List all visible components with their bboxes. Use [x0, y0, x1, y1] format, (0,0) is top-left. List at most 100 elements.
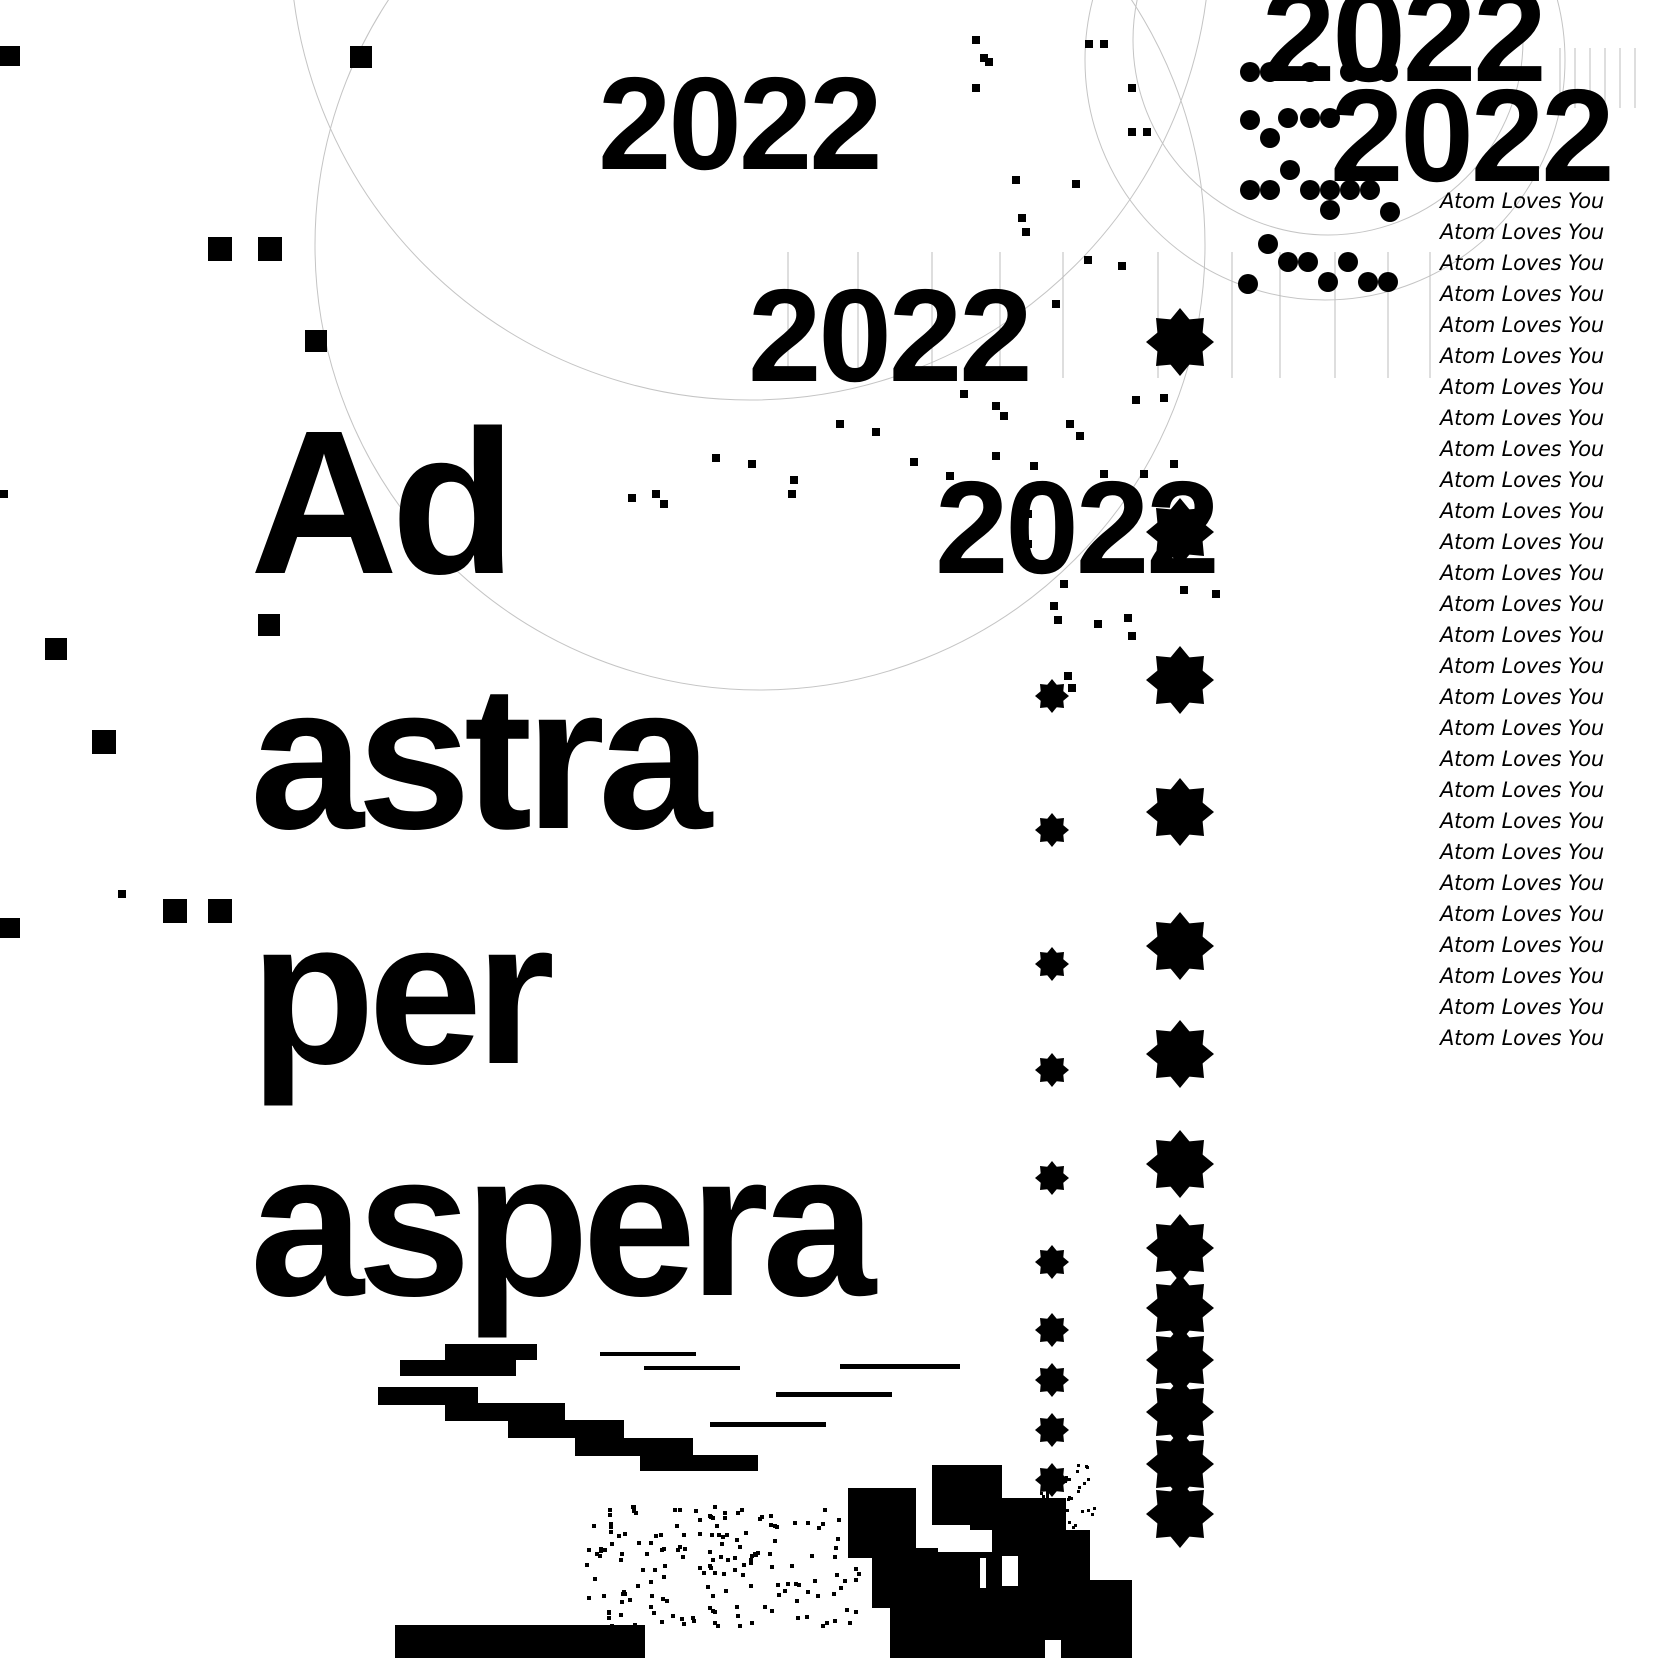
speckle-dot: [776, 1583, 780, 1587]
repeated-phrase-line: Atom Loves You: [1440, 592, 1604, 616]
pixel-block: [600, 1352, 696, 1356]
gear-icon: [1039, 817, 1065, 843]
gear-icon: [1039, 1317, 1065, 1343]
speckle-dot: [661, 1597, 665, 1601]
speckle-dot: [592, 1524, 596, 1528]
speckle-dot: [741, 1573, 745, 1577]
dot-icon: [1260, 62, 1280, 82]
speckle-dot: [659, 1533, 663, 1537]
speckle-dot: [763, 1605, 767, 1609]
pixel-block-cutout: [1045, 1640, 1061, 1658]
pixel-block: [920, 1612, 980, 1658]
speckle-dot: [854, 1610, 858, 1614]
speckle-dot: [585, 1563, 589, 1567]
pixel-square-icon: [1180, 586, 1188, 594]
speckle-dot: [805, 1615, 809, 1619]
pixel-block: [644, 1366, 740, 1370]
speckle-dot: [654, 1534, 658, 1538]
dot-icon: [1280, 160, 1300, 180]
speckle-dot: [676, 1548, 680, 1552]
dot-icon: [1320, 108, 1340, 128]
pixel-square-icon: [208, 237, 232, 261]
year-label-5: 2022: [1330, 62, 1615, 209]
headline-word-ad: Ad: [250, 388, 516, 617]
speckle-dot: [736, 1511, 740, 1515]
speckle-dot: [750, 1621, 754, 1625]
speckle-dot: [691, 1616, 695, 1620]
speckle-dot: [1041, 1515, 1044, 1518]
speckle-dot: [715, 1524, 719, 1528]
speckle-dot: [722, 1572, 726, 1576]
speckle-dot: [720, 1542, 724, 1546]
speckle-dot: [817, 1526, 821, 1530]
speckle-dot: [608, 1508, 612, 1512]
speckle-dot: [725, 1533, 729, 1537]
speckle-dot: [587, 1548, 591, 1552]
speckle-dot: [795, 1599, 799, 1603]
pixel-square-icon: [1085, 40, 1093, 48]
pixel-square-icon: [258, 614, 280, 636]
speckle-dot: [723, 1511, 727, 1515]
speckle-dot: [692, 1619, 696, 1623]
pixel-square-icon: [1100, 470, 1108, 478]
speckle-dot: [1083, 1482, 1086, 1485]
gear-icon: [1155, 507, 1205, 557]
speckle-dot: [602, 1594, 606, 1598]
speckle-dot: [854, 1578, 858, 1582]
dot-icon: [1378, 62, 1398, 82]
repeated-phrase-column: Atom Loves You Atom Loves You Atom Loves Y…: [1440, 186, 1650, 1054]
speckle-dot: [610, 1624, 614, 1628]
speckle-dot: [813, 1579, 817, 1583]
speckle-dot: [753, 1552, 757, 1556]
headline-word-astra: astra: [250, 643, 712, 872]
pixel-square-icon: [118, 890, 126, 898]
speckle-dot: [790, 1564, 794, 1568]
dot-icon: [1238, 274, 1258, 294]
speckle-dot: [825, 1621, 829, 1625]
pixel-square-icon: [1018, 214, 1026, 222]
pixel-square-icon: [972, 84, 980, 92]
pixel-square-icon: [872, 428, 880, 436]
speckle-dot: [671, 1614, 675, 1618]
speckle-dot: [610, 1542, 614, 1546]
pixel-square-icon: [790, 476, 798, 484]
dot-icon: [1278, 108, 1298, 128]
pixel-block: [776, 1392, 892, 1397]
speckle-dot: [660, 1620, 664, 1624]
headline-word-aspera: aspera: [250, 1110, 876, 1339]
repeated-phrase-line: Atom Loves You: [1440, 375, 1604, 399]
speckle-dot: [653, 1568, 657, 1572]
speckle-dot: [623, 1532, 627, 1536]
speckle-dot: [756, 1551, 760, 1555]
speckle-dot: [708, 1606, 712, 1610]
repeated-phrase-line: Atom Loves You: [1440, 344, 1604, 368]
gear-icon: [1039, 1165, 1065, 1191]
repeated-phrase-line: Atom Loves You: [1440, 995, 1604, 1019]
pixel-square-icon: [1084, 256, 1092, 264]
pixel-square-icon: [305, 330, 327, 352]
dot-icon: [1340, 62, 1360, 82]
gear-icon: [1155, 921, 1205, 971]
speckle-dot: [1040, 1492, 1043, 1495]
repeated-phrase-line: Atom Loves You: [1440, 251, 1604, 275]
speckle-dot: [1045, 1470, 1048, 1473]
pixel-square-icon: [980, 54, 988, 62]
speckle-dot: [680, 1617, 684, 1621]
speckle-dot: [619, 1613, 623, 1617]
dot-icon: [1320, 180, 1340, 200]
speckle-dot: [719, 1555, 723, 1559]
speckle-dot: [665, 1599, 669, 1603]
repeated-phrase-line: Atom Loves You: [1440, 282, 1604, 306]
speckle-dot: [735, 1538, 739, 1542]
pixel-square-icon: [1068, 684, 1076, 692]
repeated-phrase-line: Atom Loves You: [1440, 747, 1604, 771]
speckle-dot: [1059, 1517, 1062, 1520]
speckle-dot: [1077, 1490, 1080, 1493]
pixel-square-icon: [1128, 128, 1136, 136]
speckle-dot: [607, 1616, 611, 1620]
pixel-square-icon: [1000, 412, 1008, 420]
speckle-dot: [607, 1611, 611, 1615]
year-label-4: 2022: [1262, 0, 1547, 109]
gear-icon: [1155, 1223, 1205, 1273]
